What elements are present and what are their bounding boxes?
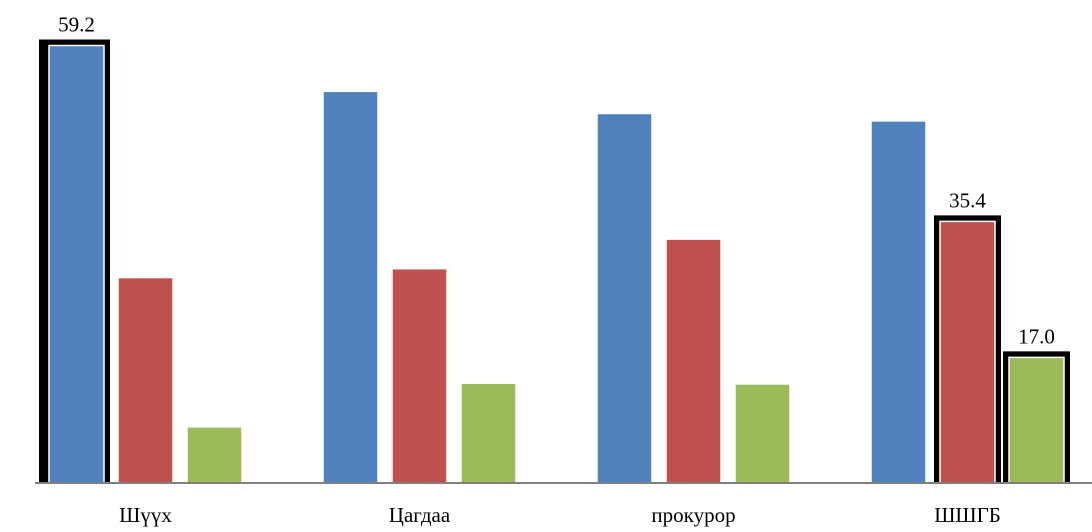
bars [48, 44, 1065, 484]
data-labels: 59.2 35.4 17.0 [58, 13, 1055, 349]
bar-ШШГБ-series-2 [939, 220, 996, 484]
bar-ШШГБ-series-1 [870, 120, 927, 484]
x-tick-label-3: ШШГБ [934, 503, 1001, 527]
bar-Шүүх-series-1 [48, 44, 105, 484]
bar-Цагдаа-series-1 [322, 90, 379, 484]
bar-Шүүх-series-3 [186, 426, 243, 484]
bar-ШШГБ-series-3 [1008, 356, 1065, 484]
bar-прокурор-series-1 [596, 112, 653, 484]
x-tick-labels: Шүүх Цагдаа прокурор ШШГБ [119, 503, 1001, 527]
x-tick-label-2: прокурор [651, 503, 735, 527]
bar-Шүүх-series-2 [117, 276, 174, 484]
bar-Цагдаа-series-3 [460, 382, 517, 484]
data-label-2: 17.0 [1018, 324, 1055, 348]
x-tick-label-1: Цагдаа [389, 503, 451, 527]
data-label-1: 35.4 [949, 188, 986, 212]
bar-Цагдаа-series-2 [391, 267, 448, 484]
data-label-0: 59.2 [58, 13, 95, 37]
bar-прокурор-series-3 [734, 383, 791, 484]
bar-прокурор-series-2 [665, 238, 722, 484]
x-tick-label-0: Шүүх [119, 503, 172, 527]
